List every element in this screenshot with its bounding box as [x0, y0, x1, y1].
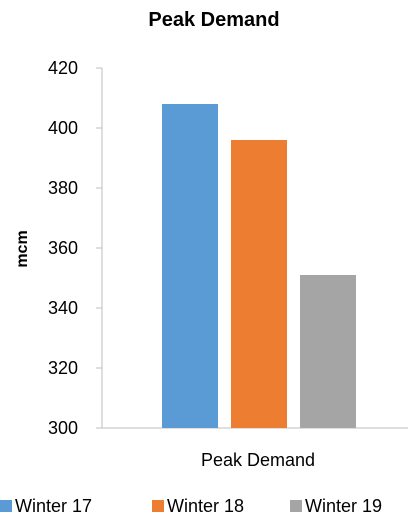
legend: Winter 17 Winter 18 Winter 19 — [0, 496, 382, 516]
chart-title: Peak Demand — [148, 9, 279, 31]
bars — [162, 104, 356, 428]
y-tick-label: 320 — [48, 358, 78, 378]
y-tick-label: 400 — [48, 118, 78, 138]
legend-swatch — [152, 500, 164, 512]
y-tick-label: 340 — [48, 298, 78, 318]
legend-label: Winter 17 — [15, 496, 92, 516]
legend-label: Winter 19 — [305, 496, 382, 516]
y-axis-ticks: 300 320 340 360 380 400 420 — [48, 58, 102, 438]
x-tick-label: Peak Demand — [201, 450, 315, 470]
legend-swatch — [290, 500, 302, 512]
bar-winter-17 — [162, 104, 218, 428]
y-tick-label: 420 — [48, 58, 78, 78]
y-tick-label: 300 — [48, 418, 78, 438]
y-tick-label: 380 — [48, 178, 78, 198]
bar-winter-19 — [300, 275, 356, 428]
y-tick-label: 360 — [48, 238, 78, 258]
legend-swatch — [0, 500, 12, 512]
y-axis-label: mcm — [14, 230, 31, 267]
legend-label: Winter 18 — [167, 496, 244, 516]
bar-winter-18 — [231, 140, 287, 428]
